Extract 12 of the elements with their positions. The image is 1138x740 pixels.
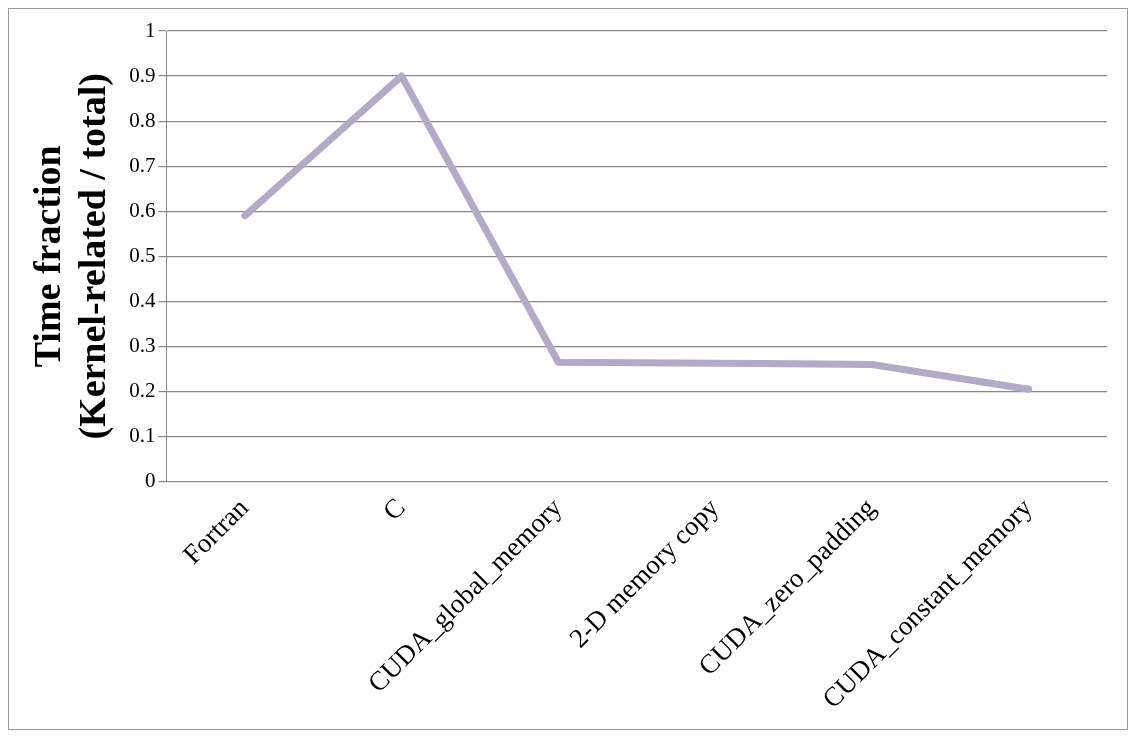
- y-tick-label: 0.5: [129, 242, 156, 267]
- y-tick-label: 0.7: [129, 152, 156, 177]
- y-tick-label: 0.9: [129, 62, 156, 87]
- y-tick-label: 0.6: [129, 197, 156, 222]
- y-tick-label: 1: [144, 17, 156, 42]
- y-tick-label: 0: [144, 468, 156, 493]
- y-axis-title: Time fraction (Kernel-related / total): [25, 73, 115, 440]
- y-tick-label: 0.8: [129, 107, 156, 132]
- y-tick-label: 0.3: [129, 332, 156, 357]
- y-tick-label: 0.2: [129, 378, 156, 403]
- y-tick-label: 0.1: [129, 423, 156, 448]
- y-tick-label: 0.4: [129, 287, 156, 312]
